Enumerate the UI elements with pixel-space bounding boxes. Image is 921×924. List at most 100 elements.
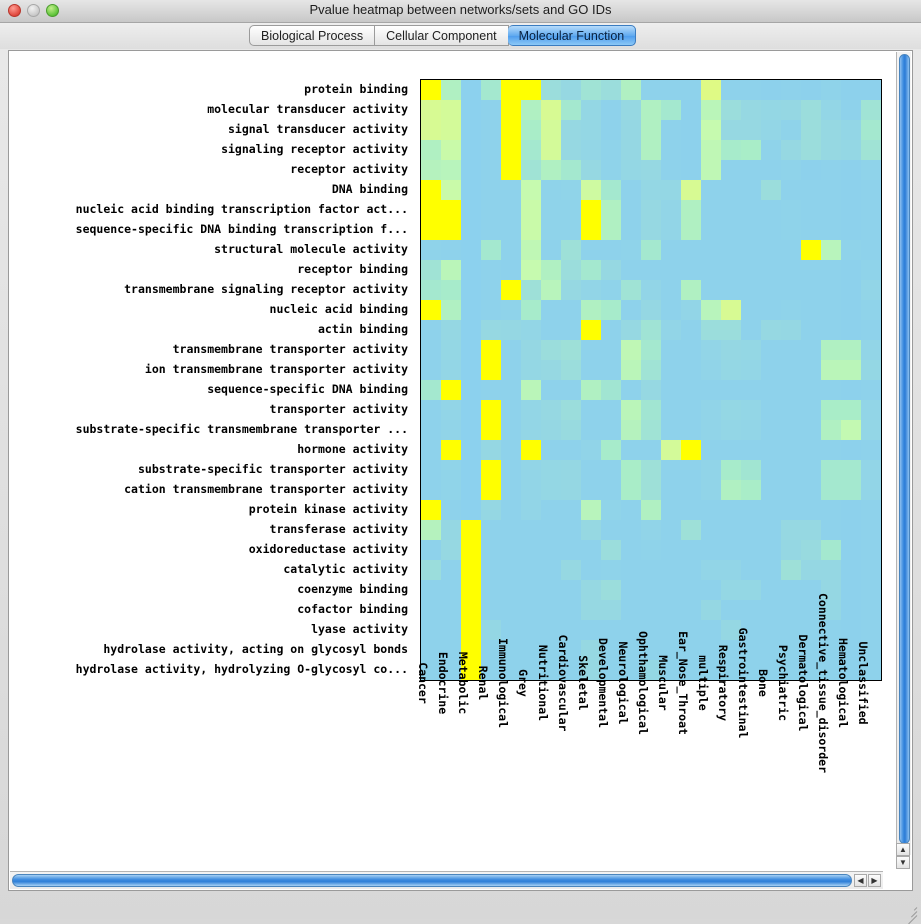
heatmap-cell[interactable]	[561, 540, 581, 560]
heatmap-cell[interactable]	[561, 260, 581, 280]
heatmap-cell[interactable]	[801, 360, 821, 380]
heatmap-cell[interactable]	[681, 180, 701, 200]
vertical-scrollbar-buttons[interactable]: ▲ ▼	[896, 843, 911, 869]
heatmap-cell[interactable]	[841, 640, 861, 660]
heatmap-cell[interactable]	[581, 240, 601, 260]
heatmap-cell[interactable]	[741, 480, 761, 500]
heatmap-cell[interactable]	[641, 640, 661, 660]
heatmap-cell[interactable]	[421, 540, 441, 560]
heatmap-cell[interactable]	[721, 620, 741, 640]
heatmap-cell[interactable]	[561, 440, 581, 460]
heatmap-cell[interactable]	[481, 580, 501, 600]
heatmap-cell[interactable]	[541, 140, 561, 160]
heatmap-cell[interactable]	[541, 320, 561, 340]
heatmap-cell[interactable]	[621, 460, 641, 480]
heatmap-cell[interactable]	[441, 520, 461, 540]
heatmap-cell[interactable]	[701, 500, 721, 520]
heatmap-cell[interactable]	[561, 300, 581, 320]
heatmap-cell[interactable]	[421, 120, 441, 140]
heatmap-cell[interactable]	[481, 100, 501, 120]
heatmap-cell[interactable]	[661, 400, 681, 420]
heatmap-cell[interactable]	[641, 300, 661, 320]
heatmap-cell[interactable]	[661, 160, 681, 180]
heatmap-cell[interactable]	[521, 500, 541, 520]
heatmap-cell[interactable]	[841, 540, 861, 560]
heatmap-cell[interactable]	[641, 580, 661, 600]
heatmap-cell[interactable]	[721, 320, 741, 340]
heatmap-cell[interactable]	[501, 100, 521, 120]
heatmap-cell[interactable]	[461, 260, 481, 280]
heatmap-cell[interactable]	[621, 500, 641, 520]
heatmap-cell[interactable]	[801, 520, 821, 540]
heatmap-cell[interactable]	[421, 220, 441, 240]
heatmap-cell[interactable]	[561, 640, 581, 660]
heatmap-cell[interactable]	[741, 600, 761, 620]
heatmap-cell[interactable]	[601, 220, 621, 240]
heatmap-cell[interactable]	[501, 220, 521, 240]
heatmap-cell[interactable]	[861, 600, 881, 620]
heatmap-cell[interactable]	[861, 140, 881, 160]
heatmap-cell[interactable]	[601, 180, 621, 200]
heatmap-cell[interactable]	[501, 200, 521, 220]
heatmap-cell[interactable]	[441, 140, 461, 160]
heatmap-cell[interactable]	[701, 200, 721, 220]
heatmap-cell[interactable]	[641, 340, 661, 360]
heatmap-cell[interactable]	[641, 480, 661, 500]
heatmap-cell[interactable]	[641, 240, 661, 260]
heatmap-cell[interactable]	[741, 500, 761, 520]
heatmap-cell[interactable]	[561, 520, 581, 540]
horizontal-scrollbar[interactable]: ◀ ▶	[10, 871, 883, 889]
heatmap-cell[interactable]	[701, 80, 721, 100]
heatmap-cell[interactable]	[581, 220, 601, 240]
heatmap-cell[interactable]	[681, 280, 701, 300]
heatmap-cell[interactable]	[441, 460, 461, 480]
heatmap-cell[interactable]	[661, 180, 681, 200]
heatmap-cell[interactable]	[721, 120, 741, 140]
heatmap-cell[interactable]	[781, 420, 801, 440]
heatmap-cell[interactable]	[581, 480, 601, 500]
heatmap-cell[interactable]	[421, 560, 441, 580]
heatmap-cell[interactable]	[841, 400, 861, 420]
heatmap-cell[interactable]	[781, 440, 801, 460]
heatmap-cell[interactable]	[861, 460, 881, 480]
heatmap-cell[interactable]	[701, 640, 721, 660]
heatmap-cell[interactable]	[441, 260, 461, 280]
heatmap-cell[interactable]	[601, 280, 621, 300]
heatmap-cell[interactable]	[701, 180, 721, 200]
heatmap-cell[interactable]	[861, 660, 881, 680]
heatmap-cell[interactable]	[861, 80, 881, 100]
heatmap-cell[interactable]	[481, 140, 501, 160]
heatmap-cell[interactable]	[481, 640, 501, 660]
heatmap-cell[interactable]	[841, 580, 861, 600]
heatmap-cell[interactable]	[521, 280, 541, 300]
heatmap-cell[interactable]	[521, 660, 541, 680]
heatmap-cell[interactable]	[781, 80, 801, 100]
heatmap-cell[interactable]	[601, 380, 621, 400]
heatmap-cell[interactable]	[781, 340, 801, 360]
heatmap-cell[interactable]	[641, 200, 661, 220]
heatmap-cell[interactable]	[561, 240, 581, 260]
heatmap-cell[interactable]	[721, 660, 741, 680]
heatmap-cell[interactable]	[541, 340, 561, 360]
heatmap-cell[interactable]	[541, 220, 561, 240]
vertical-scrollbar-thumb[interactable]	[899, 54, 910, 844]
heatmap-cell[interactable]	[521, 580, 541, 600]
heatmap-cell[interactable]	[801, 260, 821, 280]
heatmap-cell[interactable]	[621, 260, 641, 280]
heatmap-cell[interactable]	[481, 380, 501, 400]
heatmap-cell[interactable]	[541, 480, 561, 500]
heatmap-cell[interactable]	[681, 200, 701, 220]
heatmap-cell[interactable]	[721, 540, 741, 560]
heatmap-cell[interactable]	[761, 560, 781, 580]
heatmap-cell[interactable]	[721, 580, 741, 600]
heatmap-cell[interactable]	[721, 440, 741, 460]
heatmap-cell[interactable]	[761, 200, 781, 220]
heatmap-cell[interactable]	[841, 160, 861, 180]
heatmap-cell[interactable]	[441, 380, 461, 400]
heatmap-cell[interactable]	[501, 340, 521, 360]
heatmap-cell[interactable]	[681, 100, 701, 120]
heatmap-cell[interactable]	[681, 360, 701, 380]
heatmap-cell[interactable]	[821, 400, 841, 420]
heatmap-cell[interactable]	[761, 340, 781, 360]
heatmap-cell[interactable]	[841, 560, 861, 580]
